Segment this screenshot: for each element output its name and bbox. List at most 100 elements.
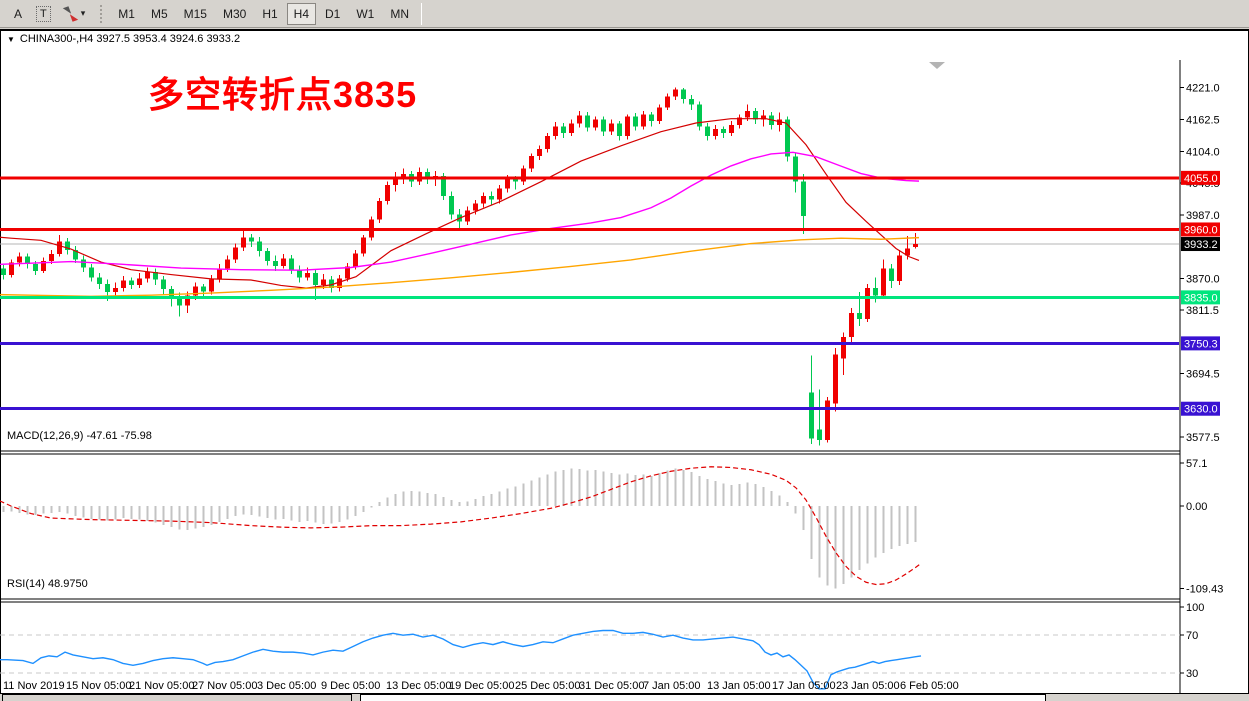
rsi-tick-label: 70 <box>1186 630 1198 642</box>
candle-body <box>65 241 70 251</box>
rsi-indicator-label: RSI(14) 48.9750 <box>7 578 88 590</box>
price-tag <box>1181 237 1220 252</box>
timeframe-button-m15[interactable]: M15 <box>183 6 207 21</box>
candle-body <box>809 392 814 439</box>
text-box-tool-button[interactable]: T <box>31 3 56 25</box>
price-tag-label: 3933.2 <box>1184 239 1218 251</box>
y-tick-label: 3811.5 <box>1186 305 1219 317</box>
candle-body <box>489 195 494 200</box>
candle-body <box>49 253 54 261</box>
candle-body <box>297 269 302 278</box>
y-tick-label: 3870.0 <box>1186 273 1220 285</box>
text-annotation-button[interactable]: A <box>14 6 23 21</box>
chart-annotation-text[interactable]: 多空转折点3835 <box>148 74 418 115</box>
candle-body <box>497 188 502 200</box>
x-axis-label: 13 Dec 05:00 <box>386 680 452 692</box>
macd-tick-label: -109.43 <box>1186 584 1223 596</box>
candle-body <box>649 114 654 121</box>
y-tick-label: 3577.5 <box>1186 432 1220 444</box>
ma-slow-line <box>0 236 920 297</box>
timeframe-button-mn[interactable]: MN <box>390 6 410 21</box>
candle-body <box>73 250 78 260</box>
chart-surface[interactable]: 4221.04162.54104.04045.53987.03870.03811… <box>0 29 1249 694</box>
x-axis-label: 27 Nov 05:00 <box>192 680 258 692</box>
x-axis-label: 17 Jan 05:00 <box>772 680 836 692</box>
candle-body <box>113 288 118 292</box>
candle-body <box>705 126 710 137</box>
candle-body <box>793 156 798 182</box>
candle-body <box>289 258 294 270</box>
candle-body <box>345 266 350 279</box>
candle-body <box>473 203 478 211</box>
toolbar-gripper <box>99 3 105 24</box>
rsi-tick-label: 100 <box>1186 602 1204 614</box>
candle-body <box>593 119 598 128</box>
candle-body <box>265 251 270 261</box>
x-axis-label: 31 Dec 05:00 <box>579 680 645 692</box>
candle-body <box>825 400 830 441</box>
timeframe-button-h1[interactable]: H1 <box>262 6 278 21</box>
y-tick-label: 4162.5 <box>1186 114 1220 126</box>
timeframe-button-m1[interactable]: M1 <box>118 6 135 21</box>
candle-body <box>121 280 126 289</box>
price-tag-label: 3630.0 <box>1184 404 1218 416</box>
rsi-pane: 10070300 <box>0 602 1204 690</box>
candle-body <box>585 115 590 128</box>
timeframe-button-w1[interactable]: W1 <box>356 6 375 21</box>
candle-body <box>217 268 222 280</box>
toolbar: A T ▾ M1 M5 M15 M30 H1 H4 D1 W1 MN <box>0 0 1249 28</box>
candle-body <box>169 289 174 297</box>
candle-body <box>721 128 726 133</box>
main-y-axis: 4221.04162.54104.04045.53987.03870.03811… <box>1180 83 1220 444</box>
candle-body <box>1 268 6 276</box>
price-tag-label: 3835.0 <box>1184 292 1218 304</box>
timeframe-button-h4[interactable]: H4 <box>286 2 316 25</box>
candle-body <box>329 279 334 289</box>
candle-body <box>257 241 262 252</box>
candle-body <box>513 179 518 182</box>
candle-body <box>249 237 254 242</box>
candle-body <box>97 277 102 284</box>
price-tag <box>1181 290 1220 305</box>
candle-body <box>641 114 646 127</box>
candle-body <box>529 156 534 169</box>
toolbar-separator <box>421 2 423 25</box>
candle-body <box>537 149 542 157</box>
chart-window <box>0 29 1249 694</box>
x-axis-label: 6 Feb 05:00 <box>900 680 959 692</box>
candle-body <box>241 237 246 248</box>
timeframe-button-d1[interactable]: D1 <box>325 6 341 21</box>
candle-body <box>185 295 190 306</box>
candle-body <box>913 244 918 248</box>
candle-body <box>737 117 742 126</box>
symbol-dropdown-icon[interactable]: ▼ <box>7 34 15 44</box>
candle-body <box>337 278 342 289</box>
candle-body <box>481 195 486 204</box>
price-tag <box>1181 170 1220 185</box>
candle-body <box>553 126 558 137</box>
candle-body <box>225 259 230 269</box>
timeframe-button-m30[interactable]: M30 <box>222 6 247 21</box>
candle-body <box>633 116 638 127</box>
candle-body <box>681 89 686 100</box>
candle-body <box>17 256 22 263</box>
candle-body <box>609 123 614 132</box>
candle-body <box>545 136 550 150</box>
candle-body <box>881 268 886 296</box>
candle-body <box>9 262 14 276</box>
macd-pane: 57.1 0.00 -109.43 <box>0 458 1223 596</box>
arrows-tool-button[interactable]: ▾ <box>58 3 91 25</box>
timeframe-button-m5[interactable]: M5 <box>150 6 168 21</box>
candles-layer <box>1 87 918 446</box>
candle-body <box>41 260 46 271</box>
x-axis-label: 9 Dec 05:00 <box>321 680 381 692</box>
x-axis-label: 7 Jan 05:00 <box>643 680 701 692</box>
price-tag <box>1181 336 1220 351</box>
candle-body <box>697 104 702 127</box>
candle-body <box>777 119 782 126</box>
price-tag <box>1181 401 1220 416</box>
macd-indicator-label: MACD(12,26,9) -47.61 -75.98 <box>7 430 152 442</box>
macd-signal-line <box>0 466 922 586</box>
candle-body <box>873 288 878 296</box>
